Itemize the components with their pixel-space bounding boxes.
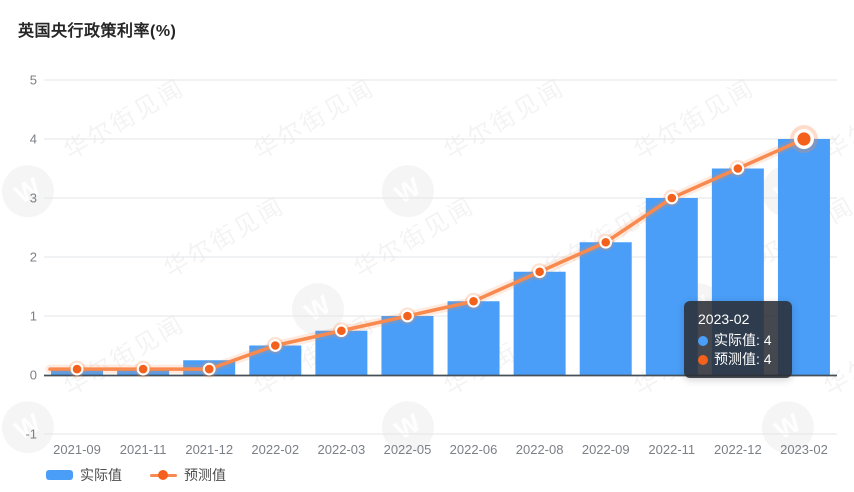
line-marker[interactable] xyxy=(597,233,615,251)
bar[interactable] xyxy=(315,330,368,375)
legend: 实际值 预测值 xyxy=(46,465,226,485)
line-marker[interactable] xyxy=(266,337,284,354)
svg-text:华尔街见闻: 华尔街见闻 xyxy=(440,74,570,165)
tooltip-item-actual: 实际值: 4 xyxy=(698,331,778,350)
svg-text:华尔街见闻: 华尔街见闻 xyxy=(630,74,760,165)
y-tick-label: 3 xyxy=(30,191,37,206)
line-marker[interactable] xyxy=(531,263,549,281)
bar[interactable] xyxy=(447,301,500,375)
y-tick-label: 4 xyxy=(30,132,37,147)
tooltip-item-text: 预测值: 4 xyxy=(714,351,772,367)
bar[interactable] xyxy=(381,316,434,375)
y-tick-label: 1 xyxy=(30,309,37,324)
svg-text:华尔街见闻: 华尔街见闻 xyxy=(60,74,190,165)
x-tick-label: 2021-11 xyxy=(120,442,167,457)
svg-text:华尔街见闻: 华尔街见闻 xyxy=(160,192,290,283)
y-tick-label: 5 xyxy=(30,73,37,88)
legend-item-actual[interactable]: 实际值 xyxy=(46,465,122,485)
tooltip-title: 2023-02 xyxy=(698,311,750,327)
line-marker[interactable] xyxy=(398,307,416,325)
y-tick-label: 2 xyxy=(30,250,37,265)
x-tick-label: 2023-02 xyxy=(780,442,828,457)
bar-series-swatch-icon xyxy=(46,470,73,480)
x-tick-label: 2022-08 xyxy=(516,442,564,457)
x-tick-label: 2022-12 xyxy=(714,442,762,457)
svg-text:华尔街见闻: 华尔街见闻 xyxy=(250,74,380,165)
line-marker-highlighted[interactable] xyxy=(789,125,818,153)
watermark: W华尔街见闻 xyxy=(381,74,570,218)
y-tick-label: 0 xyxy=(30,368,37,383)
bar[interactable] xyxy=(513,271,566,375)
svg-text:华尔街见闻: 华尔街见闻 xyxy=(60,310,190,401)
line-marker[interactable] xyxy=(729,160,747,177)
line-marker[interactable] xyxy=(332,322,350,340)
x-tick-label: 2022-11 xyxy=(648,442,695,457)
line-marker[interactable] xyxy=(200,360,218,378)
legend-label: 实际值 xyxy=(80,467,122,483)
actual-series-dot-icon xyxy=(698,335,708,346)
line-marker[interactable] xyxy=(68,360,86,378)
legend-label: 预测值 xyxy=(184,467,226,483)
bar[interactable] xyxy=(579,242,632,375)
y-tick-label: -1 xyxy=(25,427,37,442)
chart-title: 英国央行政策利率(%) xyxy=(18,23,177,40)
x-tick-label: 2021-09 xyxy=(53,442,101,457)
watermark: 华尔街见闻 xyxy=(250,74,380,165)
legend-item-forecast[interactable]: 预测值 xyxy=(150,465,226,485)
x-tick-label: 2022-03 xyxy=(318,442,366,457)
forecast-series-dot-icon xyxy=(698,354,708,365)
watermark: 华尔街见闻 xyxy=(630,74,760,165)
line-series-swatch-icon xyxy=(150,469,177,481)
tooltip-item-text: 实际值: 4 xyxy=(714,332,772,348)
x-tick-label: 2022-06 xyxy=(450,442,498,457)
watermark: 华尔街见闻 xyxy=(160,192,290,283)
x-tick-label: 2022-09 xyxy=(582,442,630,457)
tooltip-item-forecast: 预测值: 4 xyxy=(698,350,778,369)
line-marker[interactable] xyxy=(465,292,483,310)
x-tick-label: 2021-12 xyxy=(185,442,233,457)
line-marker[interactable] xyxy=(134,360,152,378)
line-marker[interactable] xyxy=(663,189,681,207)
tooltip: 2023-02 实际值: 4 预测值: 4 xyxy=(684,301,792,378)
x-tick-label: 2022-05 xyxy=(384,442,432,457)
x-tick-label: 2022-02 xyxy=(251,442,299,457)
